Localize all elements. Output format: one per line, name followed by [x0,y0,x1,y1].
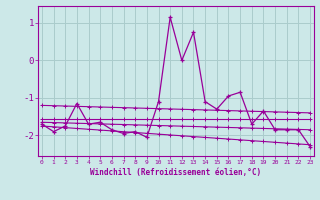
X-axis label: Windchill (Refroidissement éolien,°C): Windchill (Refroidissement éolien,°C) [91,168,261,177]
